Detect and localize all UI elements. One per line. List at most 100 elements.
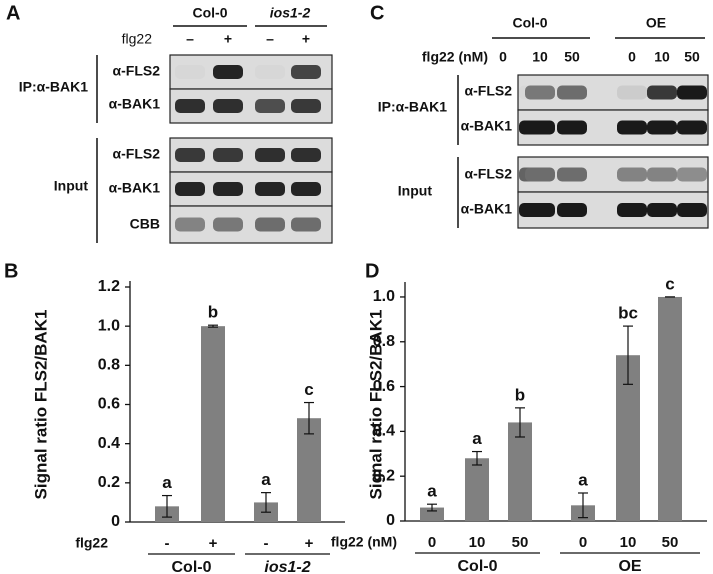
ip-label: IP:α-BAK1 bbox=[19, 79, 88, 95]
band bbox=[291, 182, 321, 196]
lane-label: 10 bbox=[532, 49, 548, 65]
row-label: α-BAK1 bbox=[109, 180, 161, 196]
input-label: Input bbox=[54, 178, 89, 194]
band bbox=[291, 148, 321, 162]
y-tick-label: 1.0 bbox=[98, 317, 120, 334]
band bbox=[213, 148, 243, 162]
x-tick-label: 10 bbox=[620, 534, 637, 551]
band bbox=[175, 148, 205, 162]
band bbox=[617, 85, 647, 100]
panel-label: D bbox=[365, 260, 379, 282]
band bbox=[557, 167, 587, 182]
treatment-label: flg22 (nM) bbox=[422, 49, 488, 65]
band bbox=[291, 65, 321, 79]
band bbox=[677, 85, 707, 100]
x-tick-label: - bbox=[264, 535, 269, 552]
panel-label: A bbox=[6, 2, 20, 24]
band bbox=[255, 217, 285, 232]
y-tick-label: 0.4 bbox=[373, 423, 395, 440]
band bbox=[647, 167, 677, 182]
band bbox=[617, 167, 647, 182]
bar bbox=[297, 418, 321, 522]
band bbox=[525, 85, 555, 100]
x-tick-label: 0 bbox=[579, 534, 587, 551]
band bbox=[175, 65, 205, 79]
band bbox=[255, 182, 285, 196]
treatment-label: flg22 bbox=[122, 31, 153, 47]
x-tick-label: + bbox=[209, 535, 218, 552]
row-label: CBB bbox=[130, 216, 160, 232]
band bbox=[677, 120, 707, 135]
y-tick-label: 0.2 bbox=[98, 474, 120, 491]
band bbox=[213, 65, 243, 79]
y-axis-label: Signal ratio FLS2/BAK1 bbox=[31, 310, 50, 500]
band bbox=[291, 99, 321, 113]
lane-label: 10 bbox=[654, 49, 670, 65]
group-label: ios1-2 bbox=[264, 559, 310, 574]
band bbox=[175, 182, 205, 196]
band bbox=[677, 203, 707, 217]
group-label: Col-0 bbox=[172, 559, 212, 574]
band bbox=[255, 148, 285, 162]
row-label: α-FLS2 bbox=[465, 166, 513, 182]
band bbox=[525, 120, 555, 135]
row-label: α-BAK1 bbox=[109, 96, 161, 112]
row-label: α-FLS2 bbox=[113, 146, 161, 162]
significance-letter: a bbox=[427, 482, 437, 501]
group-label: ios1-2 bbox=[270, 5, 311, 21]
group-label: OE bbox=[646, 15, 666, 31]
bar bbox=[201, 326, 225, 522]
y-tick-label: 0.8 bbox=[373, 333, 395, 350]
lane-label: 0 bbox=[628, 49, 636, 65]
band bbox=[557, 203, 587, 217]
lane-label: + bbox=[302, 31, 310, 47]
y-tick-label: 0.6 bbox=[98, 396, 120, 413]
y-tick-label: 0 bbox=[386, 512, 395, 529]
band bbox=[255, 99, 285, 113]
lane-label: – bbox=[266, 31, 274, 47]
row-label: α-BAK1 bbox=[461, 201, 513, 217]
band bbox=[647, 203, 677, 217]
band bbox=[557, 120, 587, 135]
y-tick-label: 0.2 bbox=[373, 467, 395, 484]
x-tick-label: + bbox=[305, 535, 314, 552]
group-label: Col-0 bbox=[513, 15, 548, 31]
x-row-label: flg22 (nM) bbox=[331, 534, 397, 550]
group-label: Col-0 bbox=[193, 5, 228, 21]
band bbox=[255, 65, 285, 79]
group-label: OE bbox=[618, 558, 641, 574]
significance-letter: a bbox=[162, 473, 172, 492]
significance-letter: a bbox=[261, 470, 271, 489]
lane-label: 50 bbox=[684, 49, 700, 65]
x-tick-label: 10 bbox=[469, 534, 486, 551]
y-tick-label: 0 bbox=[111, 513, 120, 530]
significance-letter: b bbox=[208, 303, 218, 322]
band bbox=[213, 182, 243, 196]
lane-label: – bbox=[186, 31, 194, 47]
significance-letter: c bbox=[304, 380, 313, 399]
band bbox=[617, 203, 647, 217]
significance-letter: b bbox=[515, 385, 525, 404]
bar bbox=[420, 507, 444, 521]
lane-label: 50 bbox=[564, 49, 580, 65]
significance-letter: a bbox=[472, 429, 482, 448]
band bbox=[647, 85, 677, 100]
band bbox=[213, 99, 243, 113]
band bbox=[291, 217, 321, 232]
bar bbox=[465, 458, 489, 521]
y-tick-label: 0.4 bbox=[98, 435, 120, 452]
bar bbox=[508, 422, 532, 521]
group-label: Col-0 bbox=[458, 558, 498, 574]
lane-label: 0 bbox=[499, 49, 507, 65]
band bbox=[557, 85, 587, 100]
panel-label: C bbox=[370, 2, 384, 24]
band bbox=[175, 217, 205, 232]
band bbox=[647, 120, 677, 135]
band bbox=[175, 99, 205, 113]
significance-letter: a bbox=[578, 470, 588, 489]
band bbox=[213, 217, 243, 232]
y-tick-label: 1.0 bbox=[373, 288, 395, 305]
row-label: α-FLS2 bbox=[465, 83, 513, 99]
x-tick-label: 50 bbox=[662, 534, 679, 551]
